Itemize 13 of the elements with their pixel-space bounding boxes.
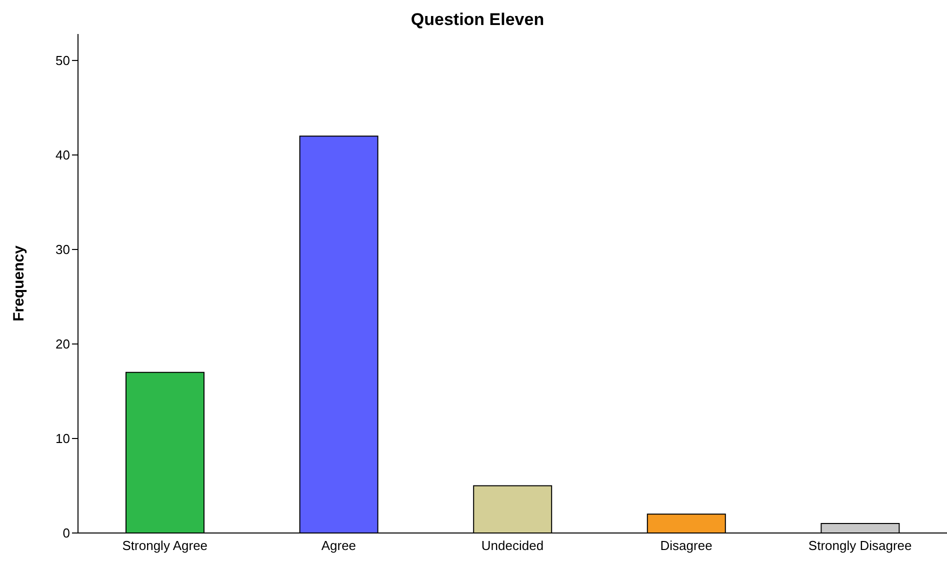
y-tick-label: 40: [56, 148, 70, 163]
chart-title: Question Eleven: [410, 9, 546, 31]
y-tick-label: 0: [62, 526, 70, 541]
x-tick-label: Agree: [321, 538, 356, 554]
y-tick-label: 30: [56, 242, 70, 258]
y-tick-label: 50: [56, 53, 70, 68]
y-axis-title: Frequency: [10, 244, 28, 322]
y-tick-label: 20: [56, 336, 70, 352]
x-tick-label: Strongly Agree: [122, 538, 208, 554]
x-tick-label: Undecided: [481, 538, 544, 554]
x-tick-label: Disagree: [660, 538, 712, 554]
y-tick-label: 10: [56, 431, 70, 446]
x-tick-label: Strongly Disagree: [808, 538, 912, 554]
